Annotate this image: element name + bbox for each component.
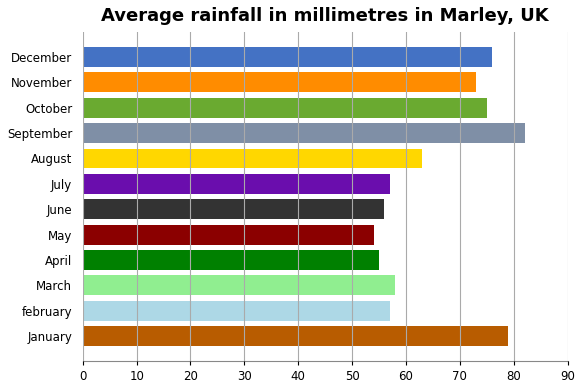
Bar [83, 47, 492, 67]
Bar [83, 225, 374, 245]
Bar [83, 98, 487, 118]
Bar [83, 149, 422, 168]
Bar [83, 275, 395, 295]
Bar [83, 301, 390, 321]
Bar [83, 174, 390, 194]
Bar [83, 250, 379, 270]
Title: Average rainfall in millimetres in Marley, UK: Average rainfall in millimetres in Marle… [101, 7, 549, 25]
Bar [83, 199, 385, 219]
Bar [83, 326, 508, 346]
Bar [83, 123, 524, 143]
Bar [83, 73, 476, 92]
